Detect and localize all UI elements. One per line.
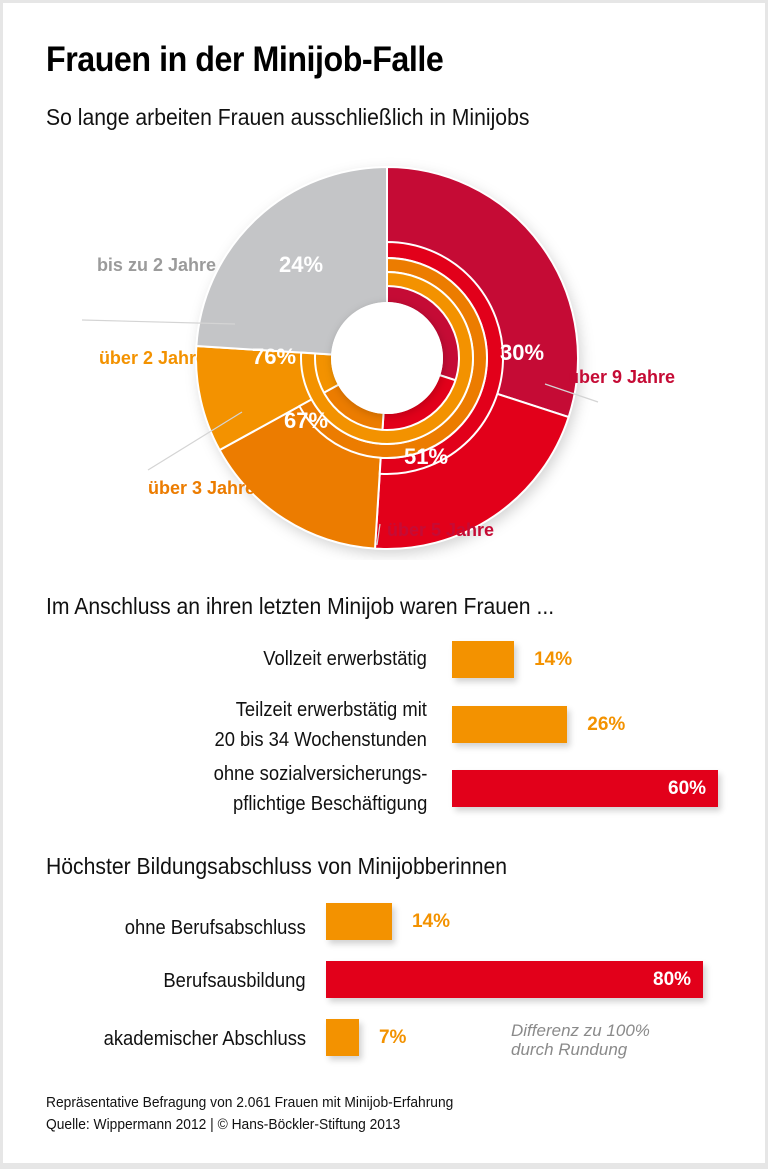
- footer-survey-note: Repräsentative Befragung von 2.061 Fraue…: [46, 1094, 454, 1111]
- after-minijob-value-label: 26%: [587, 714, 626, 735]
- education-bar: [326, 1019, 359, 1056]
- category-label-over-3: über 3 Jahre: [148, 478, 255, 498]
- leader-line-over-9: [544, 383, 599, 403]
- education-value-label: 14%: [411, 911, 450, 932]
- education-value-label: 80%: [653, 969, 692, 990]
- after-minijob-bar: [452, 706, 568, 743]
- value-label-76: 76%: [252, 344, 296, 369]
- education-bar: [326, 903, 392, 940]
- leader-line-over-5: [376, 523, 381, 546]
- bar2-category-label: akademischer Abschluss: [103, 1028, 306, 1050]
- education-value-label: 7%: [378, 1027, 407, 1048]
- label-line: Teilzeit erwerbstätig mit: [235, 699, 427, 721]
- leader-line-over-3: [147, 411, 243, 471]
- bar1-category-label: Teilzeit erwerbstätig mit 20 bis 34 Woche…: [215, 695, 427, 755]
- ring-over-2-years: [300, 270, 474, 445]
- label-line: ohne sozialversicherungs-: [213, 763, 427, 785]
- bar-chart-1-title: Im Anschluss an ihren letzten Minijob wa…: [46, 593, 555, 619]
- label-line: pflichtige Beschäftigung: [232, 793, 427, 815]
- footer-source: Quelle: Wippermann 2012 | © Hans-Böckler…: [46, 1116, 401, 1133]
- donut-hole: [331, 302, 443, 414]
- note-line: durch Rundung: [511, 1040, 628, 1059]
- bar-chart-2-title: Höchster Bildungsabschluss von Minijobbe…: [46, 853, 508, 879]
- label-line: Vollzeit erwerbstätig: [263, 648, 427, 670]
- after-minijob-value-label: 60%: [668, 778, 707, 799]
- value-label-51: 51%: [404, 444, 448, 469]
- after-minijob-bar: [452, 770, 718, 807]
- after-minijob-value-label: 14%: [534, 649, 573, 670]
- value-label-67: 67%: [284, 408, 328, 433]
- rounding-note: Differenz zu 100% durch Rundung: [511, 1021, 650, 1059]
- bar1-category-label: Vollzeit erwerbstätig: [263, 644, 427, 674]
- donut-chart: 24% 76% 67% 51% 30% bis zu 2 Jahre über 2 Jahr…: [81, 165, 675, 554]
- value-label-30: 30%: [500, 340, 544, 365]
- category-label-over-2: über 2 Jahre: [99, 348, 206, 368]
- education-bar: [326, 961, 703, 998]
- label-line: 20 bis 34 Wochenstunden: [214, 729, 427, 751]
- bar1-category-label: ohne sozialversicherungs-pflichtige Besc…: [213, 759, 427, 819]
- bar2-category-label: ohne Berufsabschluss: [124, 917, 306, 939]
- note-line: Differenz zu 100%: [511, 1021, 650, 1040]
- bar2-category-label: Berufsausbildung: [163, 970, 306, 992]
- after-minijob-bar: [452, 641, 515, 678]
- donut-chart-title: So lange arbeiten Frauen ausschließlich …: [46, 104, 530, 130]
- leader-line-up-to-2: [81, 319, 236, 325]
- value-label-24: 24%: [279, 252, 323, 277]
- category-label-over-9: über 9 Jahre: [568, 367, 675, 387]
- page-title: Frauen in der Minijob-Falle: [46, 40, 444, 79]
- category-label-over-5: über 5 Jahre: [387, 520, 494, 540]
- category-label-up-to-2: bis zu 2 Jahre: [97, 255, 216, 275]
